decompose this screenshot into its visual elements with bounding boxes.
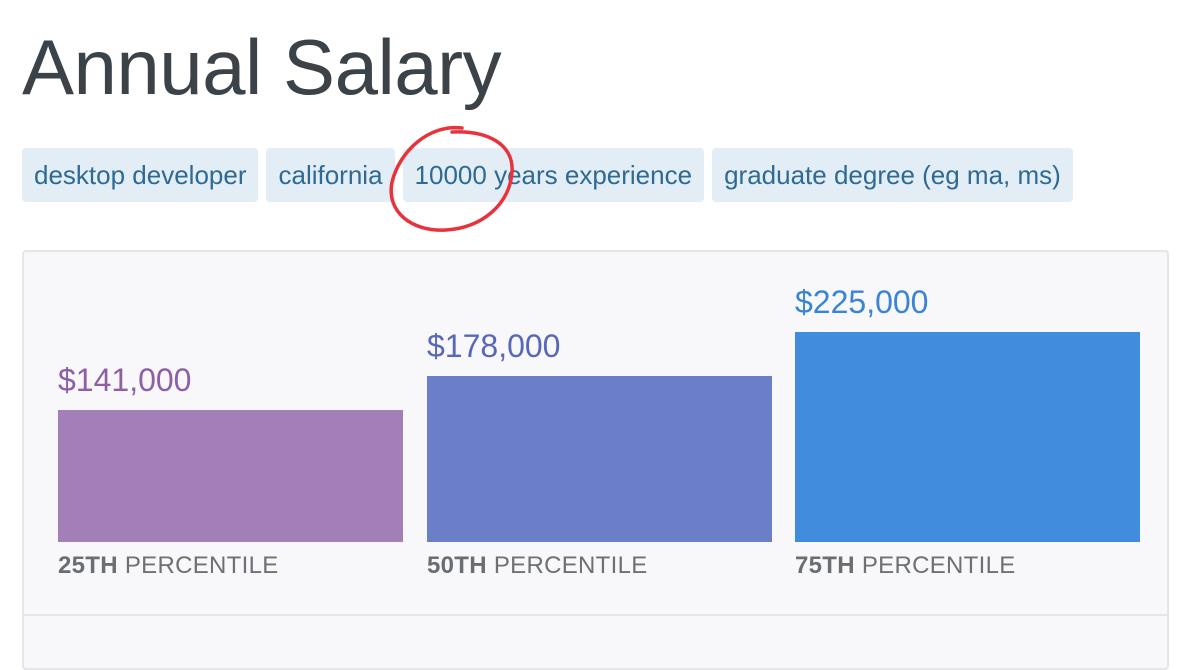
value-label-75th: $225,000 bbox=[795, 284, 929, 320]
value-label-25th: $141,000 bbox=[58, 362, 192, 398]
category-label-75th: 75TH PERCENTILE bbox=[795, 552, 1016, 579]
page-title: Annual Salary bbox=[22, 23, 502, 111]
bar-25th bbox=[58, 410, 403, 542]
value-label-50th: $178,000 bbox=[427, 328, 561, 364]
category-label-50th: 50TH PERCENTILE bbox=[427, 552, 648, 579]
salary-chart-panel: $141,000 25TH PERCENTILE $178,000 50TH P… bbox=[22, 250, 1169, 670]
filter-tag-role[interactable]: desktop developer bbox=[22, 148, 259, 202]
panel-divider bbox=[24, 614, 1167, 616]
chart-column-75th: $225,000 75TH PERCENTILE bbox=[795, 252, 1140, 592]
filter-tag-education[interactable]: graduate degree (eg ma, ms) bbox=[712, 148, 1073, 202]
filter-tag-experience[interactable]: 10000 years experience bbox=[402, 148, 705, 202]
category-label-25th: 25TH PERCENTILE bbox=[58, 552, 279, 579]
bar-50th bbox=[427, 376, 772, 542]
filter-tags: desktop developer california 10000 years… bbox=[22, 148, 1073, 202]
bar-75th bbox=[795, 332, 1140, 542]
filter-tag-location[interactable]: california bbox=[266, 148, 395, 202]
chart-column-25th: $141,000 25TH PERCENTILE bbox=[58, 252, 403, 592]
chart-column-50th: $178,000 50TH PERCENTILE bbox=[427, 252, 772, 592]
